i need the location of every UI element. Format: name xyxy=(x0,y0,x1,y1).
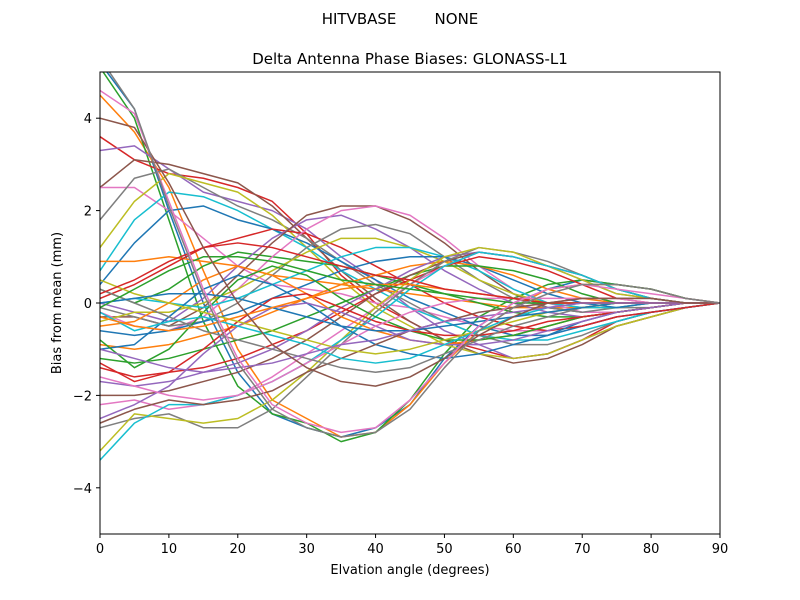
y-tick-label: 0 xyxy=(84,297,92,312)
y-tick-label: 2 xyxy=(84,205,92,220)
x-tick-label: 90 xyxy=(712,542,729,557)
x-tick-label: 0 xyxy=(96,542,104,557)
series-lines xyxy=(100,72,720,461)
x-tick-label: 10 xyxy=(161,542,178,557)
x-tick-label: 50 xyxy=(436,542,453,557)
series-line xyxy=(100,172,720,360)
x-tick-label: 40 xyxy=(367,542,384,557)
series-line xyxy=(100,89,720,434)
series-line xyxy=(100,302,720,374)
series-line xyxy=(100,117,720,387)
y-axis-ticks: −4 −2 0 2 4 xyxy=(73,112,100,497)
series-line xyxy=(100,256,720,337)
y-axis-label: Bias from mean (mm) xyxy=(50,232,65,374)
figure-suptitle: HITVBASE NONE xyxy=(322,10,479,28)
chart-title: Delta Antenna Phase Biases: GLONASS-L1 xyxy=(252,50,568,68)
x-tick-label: 60 xyxy=(505,542,522,557)
series-line xyxy=(100,191,720,341)
y-tick-label: −4 xyxy=(73,482,92,497)
x-tick-label: 30 xyxy=(298,542,315,557)
y-tick-label: −2 xyxy=(73,389,92,404)
series-line xyxy=(100,302,720,420)
x-tick-label: 70 xyxy=(574,542,591,557)
x-tick-label: 20 xyxy=(230,542,247,557)
y-tick-label: 4 xyxy=(84,112,92,127)
x-axis-ticks: 0 10 20 30 40 50 60 70 80 90 xyxy=(96,534,728,557)
x-axis-label: Elvation angle (degrees) xyxy=(330,563,489,578)
x-tick-label: 80 xyxy=(643,542,660,557)
series-line xyxy=(108,72,720,438)
